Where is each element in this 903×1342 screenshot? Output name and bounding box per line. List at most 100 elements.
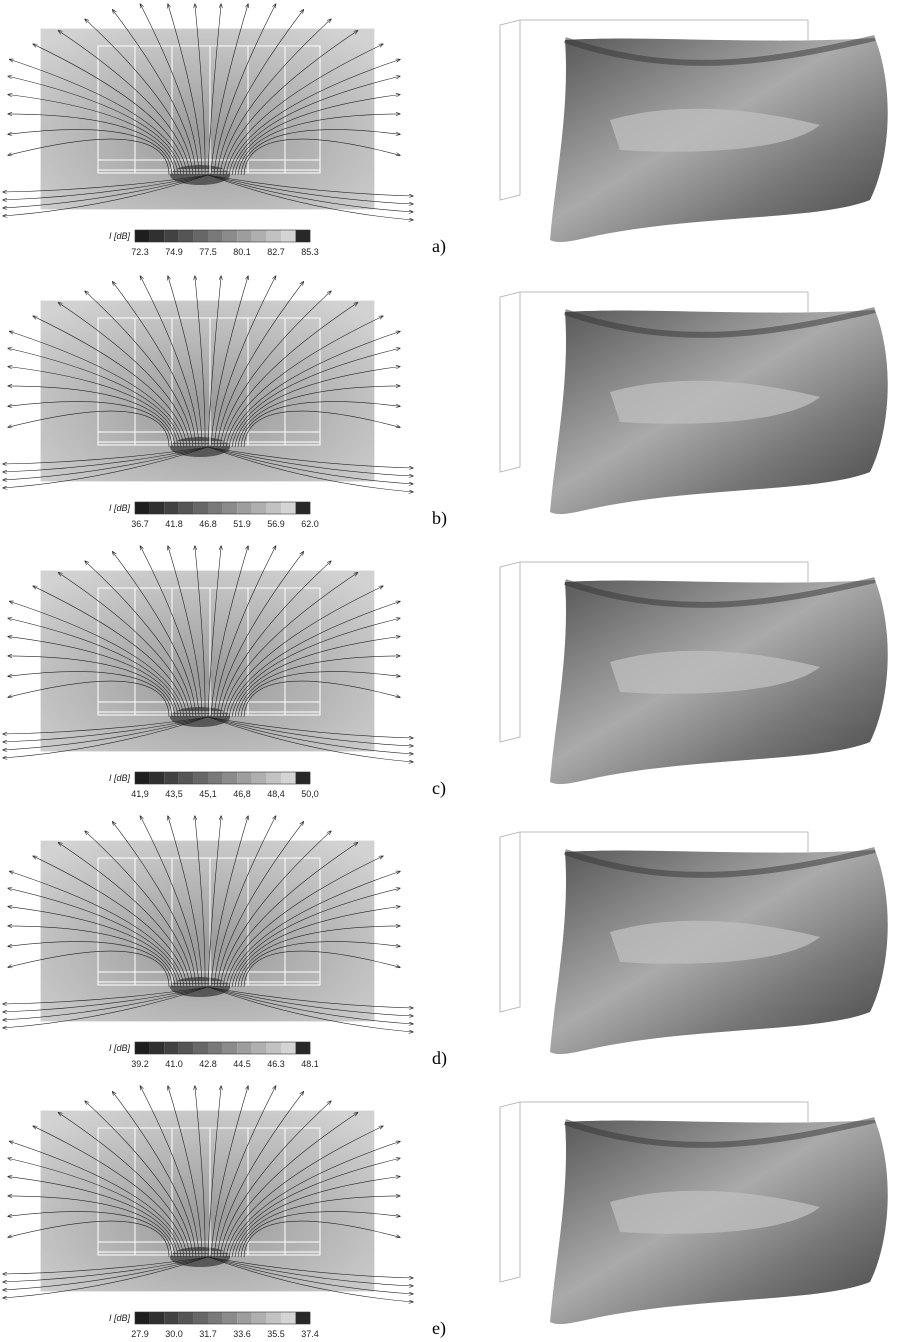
colorbar-segment — [179, 772, 194, 784]
colorbar-tick-label: 48,4 — [267, 789, 285, 799]
colorbar-tick-label: 46,8 — [233, 789, 251, 799]
colorbar-segment — [179, 1042, 194, 1054]
colorbar-segment — [237, 1312, 252, 1324]
colorbar-tick-label: 74.9 — [165, 247, 183, 257]
panel-label: b) — [432, 508, 447, 529]
colorbar-segment — [150, 502, 165, 514]
colorbar-segment — [252, 772, 267, 784]
colorbar-tick-label: 56.9 — [267, 519, 285, 529]
colorbar-tick-label: 44.5 — [233, 1059, 251, 1069]
colorbar-segment — [281, 502, 296, 514]
colorbar-segment — [252, 1042, 267, 1054]
colorbar-tick-label: 42.8 — [199, 1059, 217, 1069]
colorbar-tick-label: 62.0 — [301, 519, 319, 529]
colorbar-segment — [179, 230, 194, 242]
colorbar-tick-label: 39.2 — [131, 1059, 149, 1069]
colorbar-segment — [179, 1312, 194, 1324]
colorbar-segment — [223, 1042, 238, 1054]
colorbar-segment — [266, 502, 281, 514]
colorbar-segment — [193, 1042, 208, 1054]
colorbar-segment — [296, 1042, 311, 1054]
colorbar-tick-label: 50,0 — [301, 789, 319, 799]
colorbar-title: I [dB] — [109, 503, 131, 513]
colorbar-segment — [150, 230, 165, 242]
colorbar-segment — [193, 772, 208, 784]
colorbar-segment — [266, 1312, 281, 1324]
colorbar-tick-label: 41.8 — [165, 519, 183, 529]
colorbar-segment — [164, 1042, 179, 1054]
figure: I [dB]72.374.977.580.182.785.3a)I [dB]36… — [0, 0, 903, 1342]
colorbar-tick-label: 46.8 — [199, 519, 217, 529]
colorbar-segment — [296, 230, 311, 242]
colorbar-segment — [223, 502, 238, 514]
colorbar-segment — [135, 230, 150, 242]
panel: I [dB]27.9 30.0 31.7 33.6 35.5 37.4 e) — [3, 1086, 888, 1339]
colorbar-segment — [164, 230, 179, 242]
colorbar-tick-label: 48.1 — [301, 1059, 319, 1069]
colorbar-segment — [252, 1312, 267, 1324]
colorbar-tick-label: 43,5 — [165, 789, 183, 799]
panel-label: e) — [432, 1318, 446, 1339]
colorbar-segment — [150, 1042, 165, 1054]
colorbar-segment — [237, 1042, 252, 1054]
colorbar-segment — [223, 772, 238, 784]
colorbar-segment — [281, 1312, 296, 1324]
panel-label: d) — [432, 1048, 447, 1069]
colorbar-tick-label: 30.0 — [165, 1329, 183, 1339]
colorbar-tick-label: 31.7 — [199, 1329, 217, 1339]
colorbar-segment — [208, 1312, 223, 1324]
colorbar-segment — [296, 772, 311, 784]
colorbar-segment — [281, 772, 296, 784]
colorbar-tick-label: 51.9 — [233, 519, 251, 529]
panel: I [dB]41,9 43,5 45,1 46,8 48,4 50,0 c) — [3, 546, 888, 799]
colorbar-tick-label: 36.7 — [131, 519, 149, 529]
colorbar-tick-label: 80.1 — [233, 247, 251, 257]
colorbar-segment — [296, 502, 311, 514]
colorbar-tick-label: 45,1 — [199, 789, 217, 799]
colorbar-segment — [193, 502, 208, 514]
colorbar-segment — [208, 1042, 223, 1054]
colorbar-segment — [208, 502, 223, 514]
colorbar-segment — [164, 1312, 179, 1324]
colorbar-segment — [237, 230, 252, 242]
colorbar-title: I [dB] — [109, 773, 131, 783]
colorbar-tick-label: 41.0 — [165, 1059, 183, 1069]
colorbar-tick-label: 27.9 — [131, 1329, 149, 1339]
panel-label: c) — [432, 778, 446, 799]
panel: I [dB]39.2 41.0 42.8 44.5 46.3 48.1 d) — [3, 816, 888, 1069]
colorbar-segment — [135, 772, 150, 784]
colorbar-segment — [223, 1312, 238, 1324]
colorbar-segment — [266, 1042, 281, 1054]
colorbar-segment — [281, 1042, 296, 1054]
colorbar-tick-label: 85.3 — [301, 247, 319, 257]
colorbar-tick-label: 35.5 — [267, 1329, 285, 1339]
colorbar-tick-label: 82.7 — [267, 247, 285, 257]
colorbar-segment — [150, 772, 165, 784]
colorbar-segment — [237, 772, 252, 784]
colorbar-title: I [dB] — [109, 1313, 131, 1323]
colorbar-segment — [252, 230, 267, 242]
colorbar-tick-label: 77.5 — [199, 247, 217, 257]
colorbar-segment — [296, 1312, 311, 1324]
colorbar-segment — [252, 502, 267, 514]
colorbar-tick-label: 41,9 — [131, 789, 149, 799]
colorbar-tick-label: 37.4 — [301, 1329, 319, 1339]
panel: I [dB]72.374.977.580.182.785.3a) — [3, 4, 888, 257]
colorbar-tick-label: 72.3 — [131, 247, 149, 257]
colorbar-segment — [135, 1042, 150, 1054]
colorbar-tick-label: 46.3 — [267, 1059, 285, 1069]
colorbar-segment — [193, 1312, 208, 1324]
colorbar-segment — [135, 502, 150, 514]
colorbar-segment — [208, 230, 223, 242]
colorbar-title: I [dB] — [109, 1043, 131, 1053]
colorbar-tick-label: 33.6 — [233, 1329, 251, 1339]
colorbar-segment — [223, 230, 238, 242]
colorbar-segment — [266, 230, 281, 242]
colorbar-segment — [208, 772, 223, 784]
colorbar-title: I [dB] — [109, 231, 131, 241]
colorbar-segment — [237, 502, 252, 514]
colorbar-segment — [179, 502, 194, 514]
colorbar-segment — [193, 230, 208, 242]
colorbar-segment — [266, 772, 281, 784]
colorbar-segment — [164, 772, 179, 784]
